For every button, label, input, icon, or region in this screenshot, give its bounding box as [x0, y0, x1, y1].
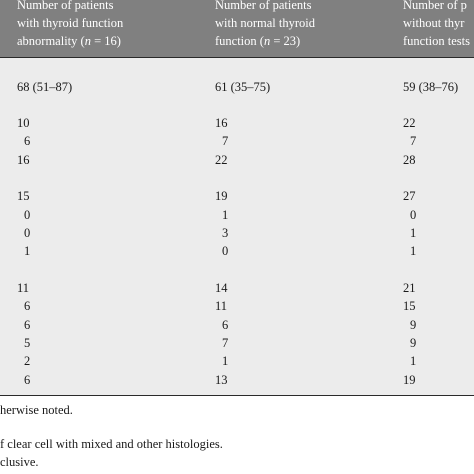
table-cell: 6 — [222, 318, 229, 332]
header-cell-no-thyroid-tests: Number of p without thyr function tests — [403, 0, 471, 48]
table-cell: 6 — [24, 299, 31, 313]
table-cell: 28 — [403, 153, 416, 167]
footnote: clusive. — [0, 455, 39, 469]
table-cell: 7 — [222, 134, 229, 148]
table-cell: 7 — [222, 336, 229, 350]
table-cell: 3 — [222, 226, 229, 240]
table-cell: 1 — [222, 354, 229, 368]
table-cell: 9 — [410, 318, 417, 332]
table-header: Number of patients with thyroid function… — [0, 0, 474, 57]
table-cell: 61 (35–75) — [215, 80, 271, 94]
table-cell: 0 — [24, 208, 31, 222]
table-cell: 1 — [410, 226, 417, 240]
table-cell: 1 — [410, 354, 417, 368]
table-cell: 19 — [215, 189, 228, 203]
header-cell-normal-thyroid: Number of patients with normal thyroid f… — [215, 0, 315, 48]
table-cell: 5 — [24, 336, 31, 350]
table-cell: 22 — [215, 153, 228, 167]
footnote: f clear cell with mixed and other histol… — [0, 437, 223, 451]
table-cell: 13 — [215, 373, 228, 387]
table-cell: 16 — [215, 116, 228, 130]
table-cell: 27 — [403, 189, 416, 203]
table-cell: 11 — [17, 281, 30, 295]
table-cell: 15 — [403, 299, 416, 313]
table-cell: 6 — [24, 318, 31, 332]
table-cell: 16 — [17, 153, 30, 167]
table-cell: 1 — [222, 208, 229, 222]
table-cell: 21 — [403, 281, 416, 295]
header-cell-thyroid-abnormality: Number of patients with thyroid function… — [17, 0, 124, 48]
table-cell: 0 — [24, 226, 31, 240]
table-cell: 59 (38–76) — [403, 80, 459, 94]
table-cell: 6 — [24, 373, 31, 387]
table-cell: 19 — [403, 373, 416, 387]
table-cell: 9 — [410, 336, 417, 350]
table-cell: 14 — [215, 281, 228, 295]
table-cell: 22 — [403, 116, 416, 130]
table-cell: 1 — [410, 244, 417, 258]
table-cell: 11 — [215, 299, 228, 313]
table-cell: 6 — [24, 134, 31, 148]
bottom-rule — [0, 395, 474, 396]
table-cell: 68 (51–87) — [17, 80, 73, 94]
footnote: herwise noted. — [0, 403, 73, 417]
table-body — [0, 57, 474, 395]
table-cell: 0 — [222, 244, 229, 258]
table-cell: 10 — [17, 116, 30, 130]
table-cell: 0 — [410, 208, 417, 222]
table-cell: 15 — [17, 189, 30, 203]
header-rule — [0, 57, 474, 58]
table-cell: 1 — [24, 244, 31, 258]
table-cell: 7 — [410, 134, 417, 148]
table-cell: 2 — [24, 354, 31, 368]
